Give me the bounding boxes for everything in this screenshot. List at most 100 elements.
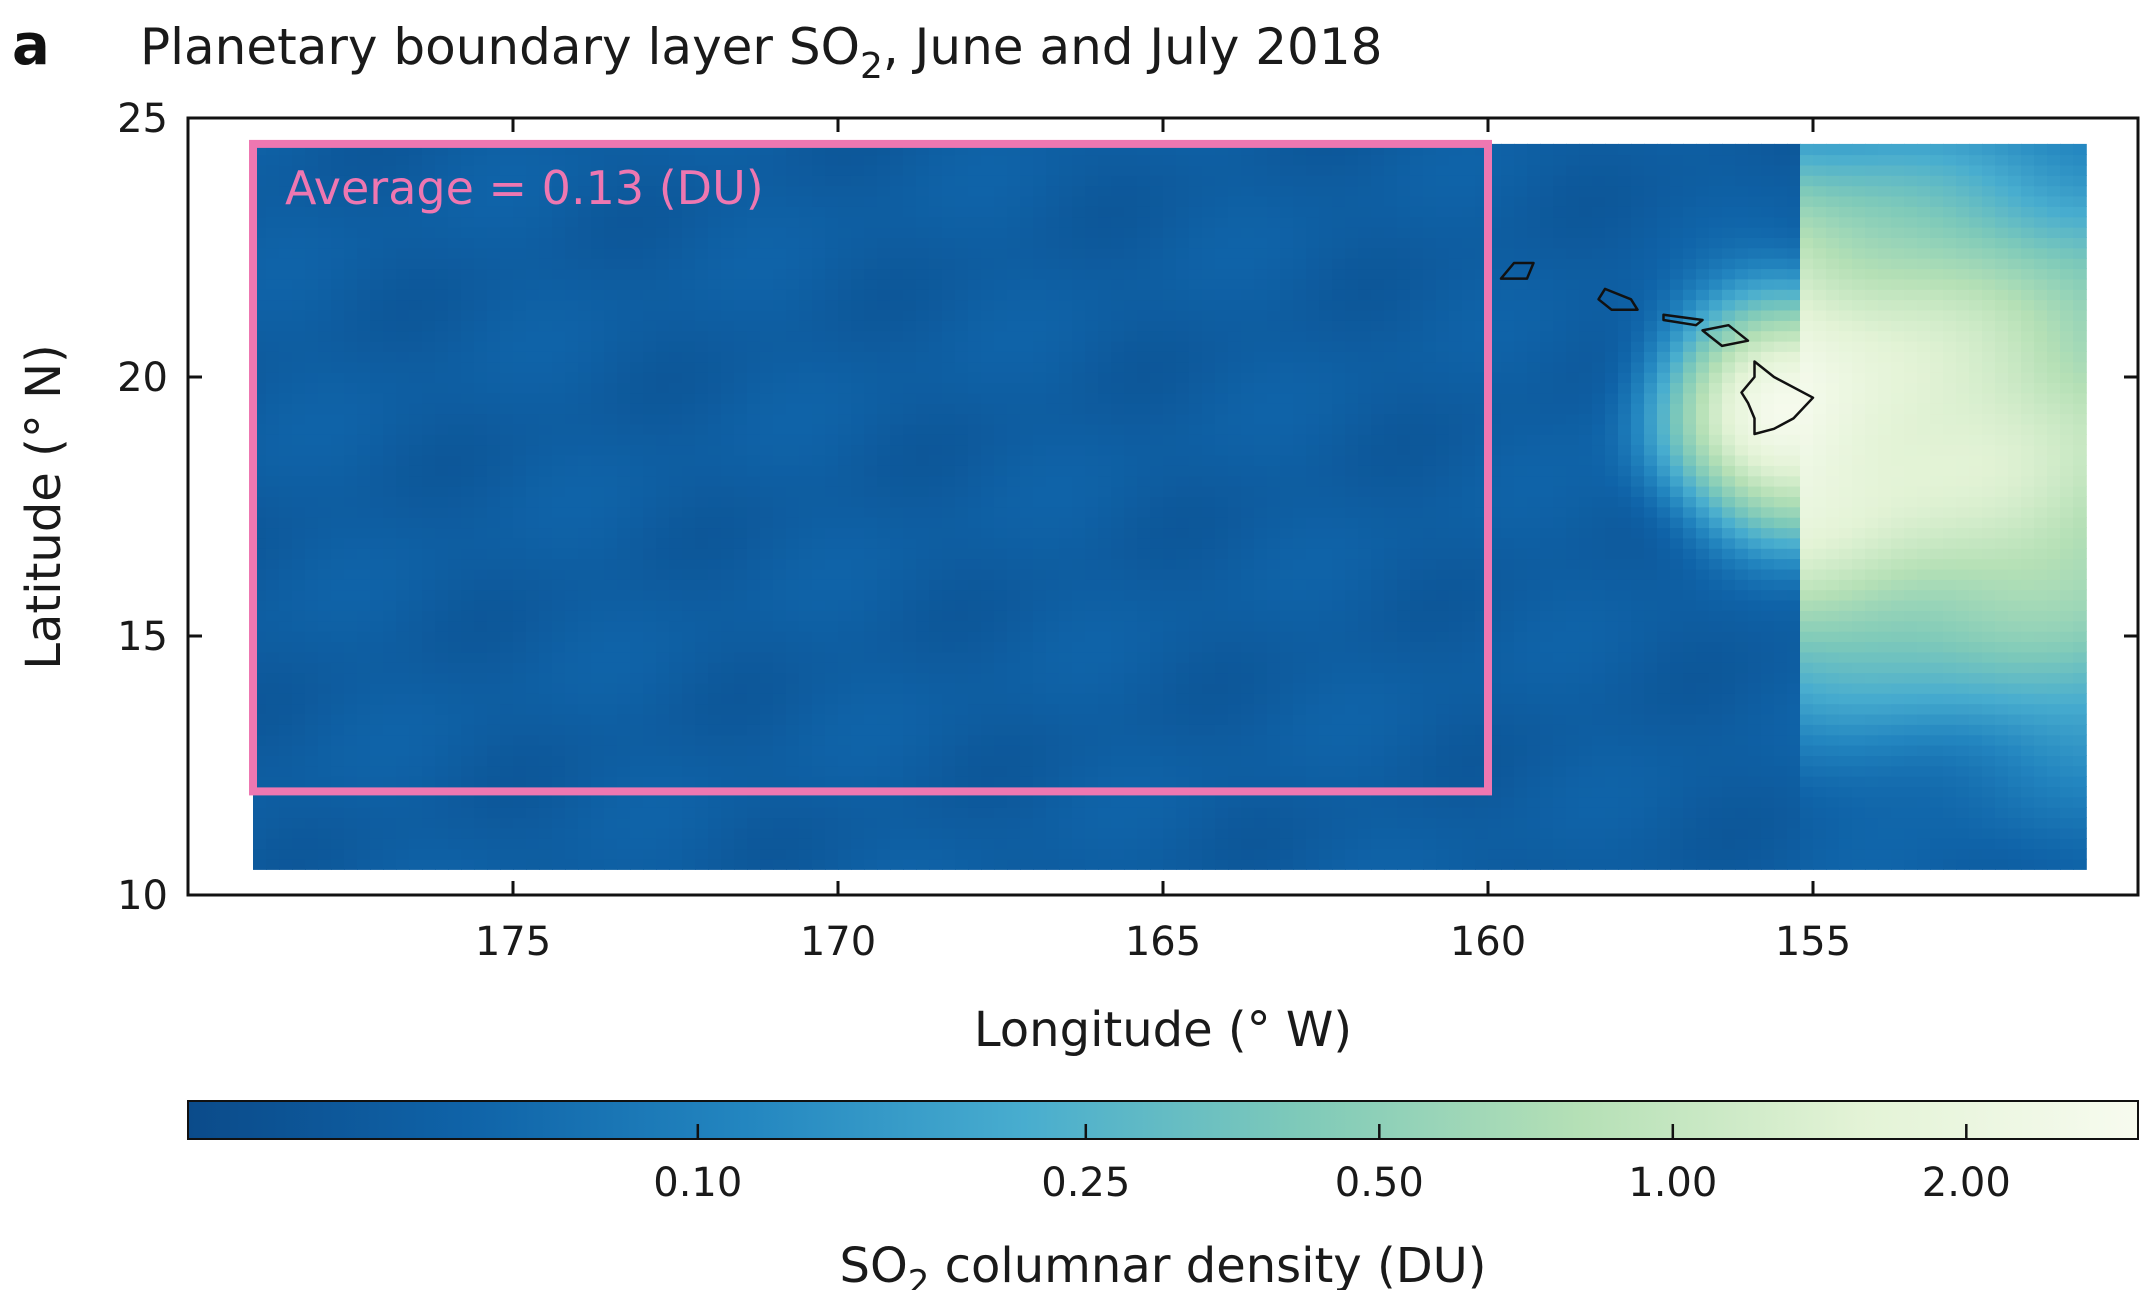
heatmap-cell xyxy=(994,465,1008,477)
heatmap-cell xyxy=(981,351,995,363)
heatmap-cell xyxy=(747,371,761,383)
heatmap-cell xyxy=(409,402,423,415)
heatmap-cell xyxy=(500,641,514,653)
heatmap-cell xyxy=(526,164,540,176)
heatmap-cell xyxy=(591,465,605,477)
heatmap-cell xyxy=(1020,516,1034,529)
heatmap-cell xyxy=(669,703,683,715)
heatmap-cell xyxy=(578,527,592,539)
heatmap-cell xyxy=(929,175,943,187)
heatmap-cell xyxy=(851,330,865,342)
heatmap-cell xyxy=(1098,537,1112,549)
heatmap-cell xyxy=(1111,299,1125,311)
heatmap-cell xyxy=(864,506,878,518)
heatmap-cell xyxy=(968,703,982,715)
heatmap-cell xyxy=(955,641,969,653)
heatmap-cell xyxy=(760,558,774,570)
heatmap-cell xyxy=(539,506,553,518)
heatmap-cell xyxy=(890,506,904,518)
heatmap-cell xyxy=(890,796,904,808)
heatmap-cell xyxy=(448,216,462,228)
heatmap-cell xyxy=(799,506,813,518)
heatmap-cell xyxy=(448,154,462,166)
heatmap-cell xyxy=(825,454,839,466)
heatmap-cell xyxy=(734,620,748,632)
heatmap-cell xyxy=(1059,299,1073,311)
heatmap-cell xyxy=(968,838,982,850)
heatmap-cell xyxy=(877,496,891,508)
heatmap-cell xyxy=(695,434,709,446)
heatmap-cell xyxy=(305,423,319,435)
heatmap-cell xyxy=(1085,858,1099,870)
heatmap-cell xyxy=(1059,775,1073,788)
heatmap-cell xyxy=(279,268,293,280)
heatmap-cell xyxy=(344,330,358,342)
heatmap-cell xyxy=(565,547,579,560)
heatmap-cell xyxy=(669,247,683,259)
heatmap-cell xyxy=(1137,537,1151,549)
heatmap-cell xyxy=(994,268,1008,280)
heatmap-cell xyxy=(929,661,943,674)
heatmap-cell xyxy=(1124,351,1138,363)
heatmap-cell xyxy=(1137,237,1151,249)
heatmap-cell xyxy=(435,506,449,518)
heatmap-cell xyxy=(695,599,709,611)
heatmap-cell xyxy=(1124,620,1138,632)
heatmap-cell xyxy=(799,340,813,352)
heatmap-cell xyxy=(383,516,397,529)
heatmap-cell xyxy=(396,485,410,497)
heatmap-cell xyxy=(1033,610,1047,622)
heatmap-cell xyxy=(1098,496,1112,508)
heatmap-cell xyxy=(630,599,644,611)
heatmap-cell xyxy=(318,330,332,342)
heatmap-cell xyxy=(630,703,644,715)
heatmap-cell xyxy=(799,713,813,725)
heatmap-cell xyxy=(994,496,1008,508)
heatmap-cell xyxy=(409,309,423,321)
heatmap-cell xyxy=(539,175,553,187)
heatmap-cell xyxy=(851,434,865,446)
heatmap-cell xyxy=(890,599,904,611)
heatmap-cell xyxy=(552,465,566,477)
heatmap-cell xyxy=(734,330,748,342)
heatmap-cell xyxy=(760,568,774,580)
heatmap-cell xyxy=(383,827,397,839)
heatmap-cell xyxy=(1098,734,1112,746)
heatmap-cell xyxy=(552,806,566,819)
heatmap-cell xyxy=(1020,185,1034,197)
heatmap-cell xyxy=(344,775,358,788)
heatmap-cell xyxy=(357,817,371,829)
heatmap-cell xyxy=(994,351,1008,363)
heatmap-cell xyxy=(760,848,774,860)
heatmap-cell xyxy=(266,371,280,383)
heatmap-cell xyxy=(1176,661,1190,674)
heatmap-cell xyxy=(760,630,774,642)
heatmap-cell xyxy=(734,693,748,705)
heatmap-cell xyxy=(552,382,566,394)
heatmap-cell xyxy=(461,216,475,228)
heatmap-cell xyxy=(812,682,826,694)
heatmap-cell xyxy=(500,693,514,705)
heatmap-cell xyxy=(409,340,423,352)
heatmap-cell xyxy=(1046,672,1060,684)
heatmap-cell xyxy=(448,361,462,373)
heatmap-cell xyxy=(552,454,566,466)
heatmap-cell xyxy=(643,423,657,435)
heatmap-cell xyxy=(617,775,631,788)
heatmap-cell xyxy=(617,827,631,839)
heatmap-cell xyxy=(578,589,592,601)
heatmap-cell xyxy=(318,247,332,259)
heatmap-cell xyxy=(409,226,423,238)
heatmap-cell xyxy=(344,527,358,539)
heatmap-cell xyxy=(656,195,670,207)
heatmap-cell xyxy=(500,288,514,301)
heatmap-cell xyxy=(565,309,579,321)
heatmap-cell xyxy=(422,724,436,736)
heatmap-cell xyxy=(1007,765,1021,777)
heatmap-cell xyxy=(552,164,566,176)
heatmap-cell xyxy=(318,423,332,435)
heatmap-cell xyxy=(266,330,280,342)
heatmap-cell xyxy=(1085,558,1099,570)
heatmap-cell xyxy=(435,257,449,270)
heatmap-cell xyxy=(968,382,982,394)
